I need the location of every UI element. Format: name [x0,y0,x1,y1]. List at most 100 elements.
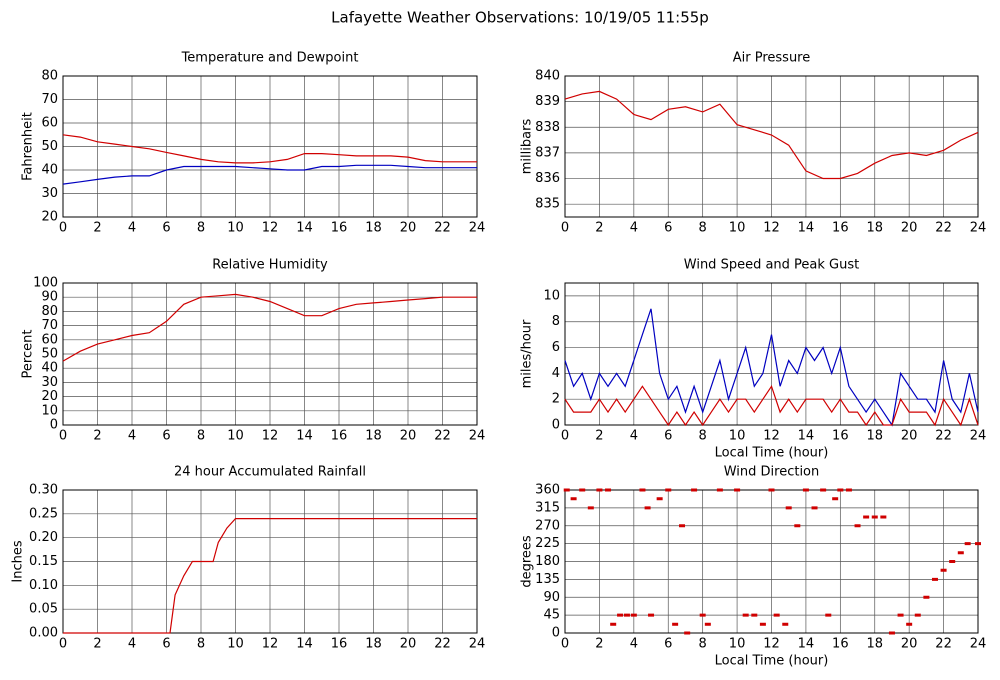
data-line [62,293,477,362]
x-tick-label: 0 [59,637,67,652]
x-tick-label: 16 [331,637,348,652]
data-point [773,613,780,617]
x-tick-label: 20 [901,221,918,236]
data-point [964,542,971,546]
data-point [563,488,570,492]
y-tick-label: 10 [543,288,560,303]
y-tick-label: 836 [535,171,560,186]
data-point [782,622,789,626]
y-tick-label: 0.00 [29,626,58,641]
x-tick-label: 22 [935,637,952,652]
data-line [63,518,477,634]
x-tick-label: 18 [866,637,883,652]
chart-title: Wind Direction [724,465,820,480]
data-point [605,488,612,492]
y-tick-label: 0 [50,418,58,433]
y-tick-label: 837 [535,145,560,160]
data-point [734,488,741,492]
x-tick-label: 8 [699,429,707,444]
x-tick-label: 10 [729,221,746,236]
x-tick-label: 22 [935,221,952,236]
y-tick-label: 40 [41,361,58,376]
chart-title: Air Pressure [733,51,811,66]
data-point [854,524,861,528]
data-point [672,622,679,626]
x-tick-label: 8 [699,221,707,236]
y-axis-label: millibars [520,119,535,175]
data-point [863,515,870,519]
x-tick-label: 4 [128,637,136,652]
x-tick-label: 2 [93,221,101,236]
x-tick-label: 22 [935,429,952,444]
x-tick-label: 14 [296,637,313,652]
y-tick-label: 0.15 [29,554,58,569]
data-point [691,488,698,492]
x-tick-label: 14 [296,429,313,444]
data-point [759,622,766,626]
y-tick-label: 0.25 [29,506,58,521]
data-point [644,506,651,510]
data-point [596,488,603,492]
x-tick-label: 6 [162,221,170,236]
y-tick-label: 60 [41,332,58,347]
data-point [811,506,818,510]
y-axis-label: degrees [520,535,535,588]
y-tick-label: 8 [552,314,560,329]
x-tick-label: 0 [561,221,569,236]
y-tick-label: 30 [41,186,58,201]
x-tick-label: 2 [93,429,101,444]
y-tick-label: 100 [33,276,58,291]
y-tick-label: 20 [41,210,58,225]
data-point [837,488,844,492]
x-tick-label: 18 [365,429,382,444]
data-point [820,488,827,492]
y-tick-label: 0 [552,626,560,641]
x-tick-label: 24 [970,221,987,236]
x-tick-label: 22 [434,429,451,444]
y-tick-label: 40 [41,163,58,178]
x-tick-label: 16 [832,221,849,236]
x-axis-label: Local Time (hour) [715,654,829,669]
y-tick-label: 270 [535,518,560,533]
y-axis-label: miles/hour [520,319,535,388]
data-point [656,497,663,501]
data-point [802,488,809,492]
data-line [564,384,979,427]
data-point [610,622,617,626]
x-tick-label: 22 [434,221,451,236]
y-tick-label: 4 [552,366,560,381]
x-tick-label: 12 [763,637,780,652]
x-tick-label: 8 [699,637,707,652]
x-tick-label: 2 [93,637,101,652]
chart-title: Relative Humidity [212,258,328,273]
x-tick-label: 4 [630,637,638,652]
y-tick-label: 0.05 [29,602,58,617]
x-tick-label: 12 [763,221,780,236]
x-tick-label: 18 [365,221,382,236]
data-point [832,497,839,501]
y-tick-label: 0.30 [29,483,58,498]
y-tick-label: 2 [552,392,560,407]
y-tick-label: 60 [41,116,58,131]
x-tick-label: 6 [162,637,170,652]
x-tick-label: 6 [162,429,170,444]
data-point [679,524,686,528]
data-point [825,613,832,617]
plot-frame [62,489,478,634]
data-point [880,515,887,519]
data-point [949,560,956,563]
x-tick-label: 20 [901,429,918,444]
chart-title: Wind Speed and Peak Gust [684,258,859,273]
plot-frame [62,75,478,218]
y-tick-label: 835 [535,197,560,212]
x-tick-label: 10 [729,637,746,652]
data-line [62,134,477,164]
x-tick-label: 22 [434,637,451,652]
data-point [923,595,930,599]
y-tick-label: 90 [41,290,58,305]
y-tick-label: 70 [41,318,58,333]
x-tick-label: 14 [798,429,815,444]
y-tick-label: 839 [535,94,560,109]
x-tick-label: 12 [262,637,279,652]
x-tick-label: 10 [227,637,244,652]
